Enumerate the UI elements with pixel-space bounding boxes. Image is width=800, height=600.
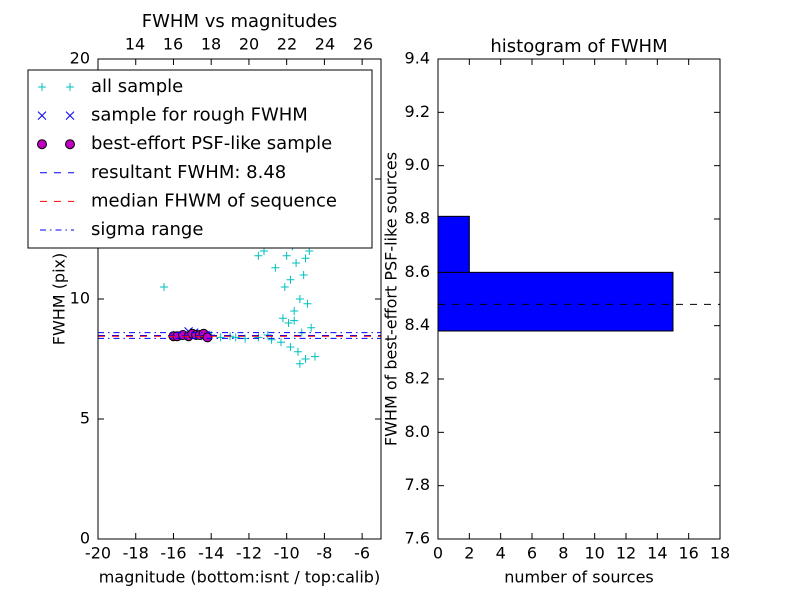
x-tick-label: 2 [464,544,474,563]
x-tick-label: 8 [558,544,568,563]
x-tick-label: -18 [123,544,149,563]
legend-marker [65,111,75,120]
plus-marker [267,335,276,344]
legend-label: median FHWM of sequence [91,190,337,211]
plus-marker [290,307,299,315]
x2-tick-label: 16 [163,35,183,54]
legend-marker [37,111,47,120]
y-tick-label: 0 [80,529,90,548]
y-tick-label: 7.8 [405,475,430,494]
plus-marker [254,251,263,260]
plus-marker [160,283,169,291]
y-axis-label: FWHM of best-effort PSF-like sources [382,152,401,446]
y-tick-label: 9.4 [405,49,430,68]
x2-tick-label: 14 [125,35,145,54]
plus-marker [231,333,240,342]
axes-frame [97,58,382,540]
y-tick-label: 5 [80,409,90,428]
plus-marker [301,254,310,263]
y-tick-label: 7.6 [405,529,430,548]
y-axis-label: FWHM (pix) [50,253,69,346]
plus-marker [293,347,302,356]
plus-marker [295,295,304,303]
plus-marker [254,333,263,342]
y-tick-label: 8.6 [405,262,430,281]
circle-marker [202,332,213,343]
x-tick-label: 0 [433,544,443,563]
x-tick-label: -8 [316,544,332,563]
legend-label: sigma range [91,219,203,240]
plus-marker [278,314,287,323]
x-tick-label: 6 [527,544,537,563]
x-axis-label: number of sources [504,568,654,587]
plus-marker [277,338,286,347]
y-tick-label: 9.2 [405,102,430,121]
legend-marker [37,139,47,150]
legend-box [27,69,373,249]
plus-marker [290,316,299,325]
x-tick-label: 10 [584,544,604,563]
plus-marker [280,283,289,291]
x-tick-label: 14 [647,544,667,563]
legend-label: resultant FWHM: 8.48 [91,162,286,183]
y-tick-label: 10 [70,289,90,308]
plus-marker [299,271,308,279]
x-tick-label: 12 [616,544,636,563]
bar [437,215,470,273]
y-tick-label: 8.0 [405,422,430,441]
plus-marker [301,355,310,363]
y-tick-label: 20 [70,49,90,68]
x2-tick-label: 18 [201,35,221,54]
x-tick-label: -14 [198,544,224,563]
plus-marker [284,319,293,327]
legend-label: best-effort PSF-like sample [91,133,332,154]
legend-label: all sample [91,76,183,97]
legend-marker [66,83,74,91]
x2-tick-label: 26 [353,35,373,54]
plus-marker [310,352,319,361]
x-tick-label: -6 [354,544,370,563]
plus-marker [295,359,304,368]
x-tick-label: 4 [496,544,506,563]
x2-tick-label: 20 [239,35,259,54]
x-tick-label: -20 [85,544,111,563]
plus-marker [292,259,301,267]
x2-tick-label: 22 [277,35,297,54]
chart-title: histogram of FWHM [490,36,667,57]
plus-marker [216,333,225,342]
plus-marker [303,299,312,308]
y-tick-label: 8.2 [405,369,430,388]
chart-title: FWHM vs magnitudes [142,11,337,32]
legend-label: sample for rough FWHM [91,105,308,126]
legend-marker [65,139,75,150]
plus-marker [286,343,295,351]
plus-marker [271,263,280,272]
x-tick-label: 16 [678,544,698,563]
axes-frame [437,58,721,540]
plus-marker [286,275,295,284]
plus-marker [307,323,316,332]
y-tick-label: 8.4 [405,315,430,334]
x2-tick-label: 24 [315,35,335,54]
x-tick-label: 18 [710,544,730,563]
legend-marker [38,83,46,91]
y-tick-label: 9.0 [405,155,430,174]
bar [437,271,674,332]
plus-marker [282,251,291,260]
x-tick-label: -10 [274,544,300,563]
x-tick-label: -12 [236,544,262,563]
x-tick-label: -16 [160,544,186,563]
y-tick-label: 8.8 [405,209,430,228]
x-axis-label: magnitude (bottom:isnt / top:calib) [99,568,380,587]
